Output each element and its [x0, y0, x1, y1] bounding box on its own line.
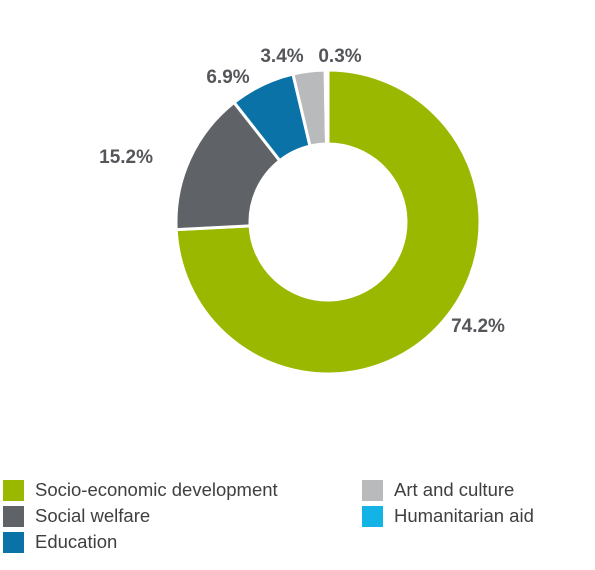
- donut-chart-plot: 74.2% 15.2% 6.9% 3.4% 0.3%: [99, 46, 505, 376]
- legend-swatch: [362, 505, 383, 527]
- legend-item-education: Education: [3, 531, 117, 553]
- legend-item-humanitarian-aid: Humanitarian aid: [362, 505, 534, 527]
- data-label-education: 6.9%: [206, 67, 249, 88]
- legend-swatch: [3, 479, 24, 501]
- data-label-socio-economic-development: 74.2%: [451, 316, 505, 337]
- legend-label: Art and culture: [394, 479, 515, 500]
- legend-label: Education: [35, 531, 118, 552]
- donut-slice-socio-economic-development: [174, 68, 482, 376]
- legend-swatch: [3, 505, 24, 527]
- legend-item-socio-economic-development: Socio-economic development: [3, 479, 278, 501]
- legend-label: Social welfare: [35, 505, 151, 526]
- legend-label: Humanitarian aid: [394, 505, 534, 526]
- data-label-social-welfare: 15.2%: [99, 147, 153, 168]
- legend-swatch: [3, 531, 24, 553]
- legend-swatch: [362, 479, 383, 501]
- legend-label: Socio-economic development: [35, 479, 278, 500]
- data-label-art-and-culture: 3.4%: [260, 46, 303, 67]
- legend-item-social-welfare: Social welfare: [3, 505, 150, 527]
- legend-item-art-and-culture: Art and culture: [362, 479, 514, 501]
- data-label-humanitarian-aid: 0.3%: [318, 46, 361, 67]
- donut-slice-humanitarian-aid: [323, 68, 330, 146]
- chart-legend: Socio-economic development Social welfar…: [0, 476, 595, 556]
